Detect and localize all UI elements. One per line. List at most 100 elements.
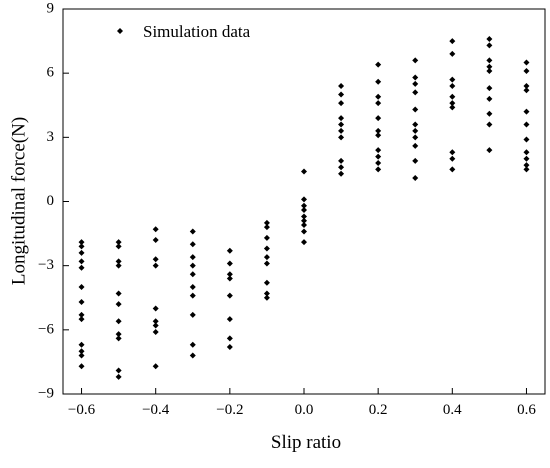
data-point [152, 328, 159, 335]
data-point [263, 224, 270, 231]
data-point [152, 256, 159, 263]
data-point [78, 249, 85, 256]
data-point [375, 93, 382, 100]
y-axis-label: Longitudinal force(N) [8, 117, 29, 285]
data-point [412, 157, 419, 164]
data-point [78, 348, 85, 355]
data-point [152, 318, 159, 325]
data-point [486, 85, 493, 92]
data-point [449, 149, 456, 156]
data-point [375, 100, 382, 107]
data-point [375, 78, 382, 85]
data-point [115, 331, 122, 338]
data-point [523, 136, 530, 143]
data-point [78, 284, 85, 291]
x-tick-label: 0.0 [295, 402, 314, 418]
data-point [226, 292, 233, 299]
data-point [301, 228, 307, 235]
legend-marker-icon [117, 28, 123, 34]
data-point [523, 59, 530, 66]
data-point [263, 234, 270, 241]
data-point [301, 202, 307, 209]
legend: Simulation data [117, 22, 251, 41]
data-point [523, 68, 530, 75]
data-point [226, 271, 233, 278]
data-point [226, 343, 233, 350]
x-tick-label: −0.2 [216, 402, 243, 418]
data-point [338, 91, 345, 98]
data-point [523, 83, 530, 89]
data-point [375, 132, 382, 139]
data-point [301, 213, 307, 220]
data-point [375, 61, 382, 68]
data-point [226, 275, 233, 282]
data-point [486, 68, 493, 75]
legend-label: Simulation data [143, 22, 251, 41]
data-point [115, 243, 122, 250]
x-tick-label: 0.6 [517, 402, 536, 418]
data-point [338, 164, 345, 171]
data-point [412, 142, 419, 149]
data-point [115, 301, 122, 308]
data-point [486, 42, 493, 49]
data-point [486, 110, 493, 117]
data-point [78, 316, 85, 323]
data-point [189, 262, 196, 269]
data-point [115, 262, 122, 269]
data-point [115, 318, 122, 325]
data-point [523, 87, 530, 94]
data-point [189, 341, 196, 348]
data-point [115, 239, 122, 246]
data-point [301, 196, 307, 203]
data-point [523, 155, 530, 162]
data-point [412, 57, 419, 64]
x-tick-label: −0.6 [68, 402, 96, 418]
data-point [523, 108, 530, 115]
data-point [263, 294, 270, 301]
data-point [189, 284, 196, 291]
data-point [78, 311, 85, 318]
data-point [375, 153, 382, 160]
x-tick-label: −0.4 [142, 402, 170, 418]
data-point [189, 241, 196, 248]
data-point [152, 226, 159, 233]
y-tick-label: −3 [38, 257, 54, 273]
data-point [375, 147, 382, 154]
data-point [152, 305, 159, 312]
data-point [78, 258, 85, 265]
data-point [449, 38, 456, 45]
y-tick-label: 0 [47, 193, 55, 209]
x-axis-label: Slip ratio [271, 432, 341, 453]
data-point [412, 80, 419, 87]
data-point [449, 93, 456, 100]
data-point [263, 245, 270, 252]
data-point [523, 166, 530, 173]
data-point [263, 254, 270, 261]
data-point [486, 147, 493, 154]
data-point [263, 290, 270, 297]
x-tick-label: 0.2 [369, 402, 388, 418]
data-point [375, 127, 382, 134]
y-tick-label: −9 [38, 385, 54, 401]
data-point [152, 262, 159, 269]
y-axis-label-group: Longitudinal force(N) [8, 117, 29, 285]
data-point [375, 166, 382, 173]
data-point [486, 63, 493, 70]
data-point [78, 299, 85, 306]
data-point [486, 35, 493, 42]
data-point [301, 207, 307, 214]
data-point [263, 219, 270, 226]
data-point [189, 228, 196, 235]
data-point [78, 363, 85, 370]
y-tick-label: −6 [38, 321, 54, 337]
data-point [449, 155, 456, 162]
data-point [263, 260, 270, 267]
data-point [412, 174, 419, 181]
data-point [412, 127, 419, 134]
data-point [301, 239, 307, 246]
data-point [115, 290, 122, 297]
data-point [189, 271, 196, 278]
data-point [449, 100, 456, 107]
data-point [338, 83, 345, 89]
